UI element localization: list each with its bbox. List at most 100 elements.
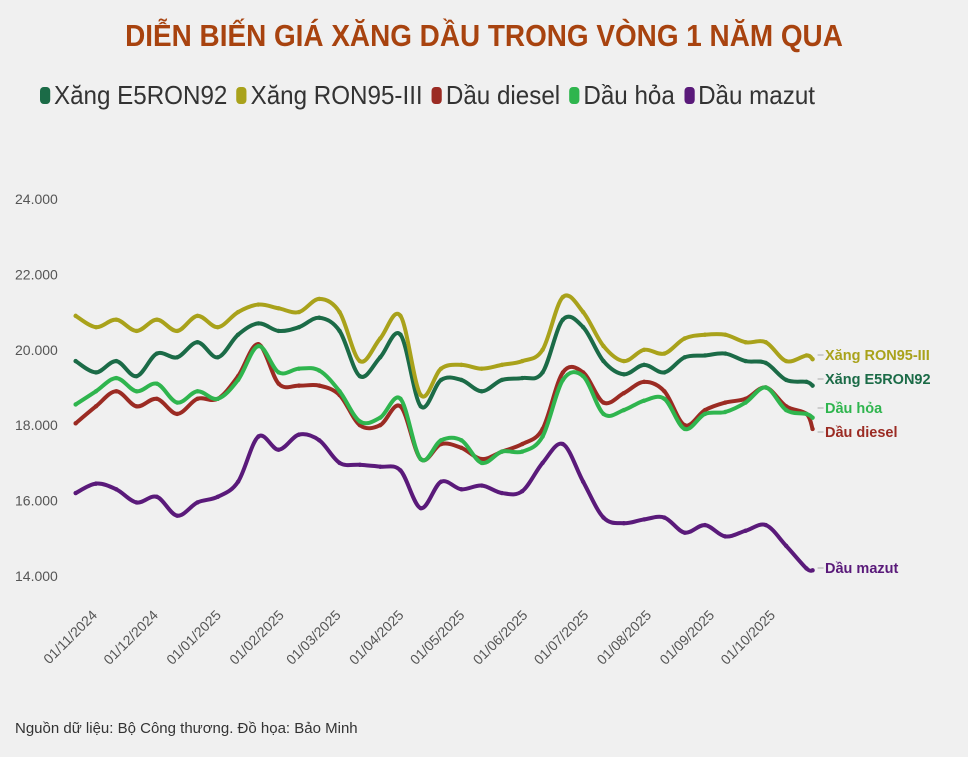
data-point bbox=[256, 343, 261, 349]
data-point bbox=[459, 487, 464, 492]
data-point bbox=[723, 332, 728, 337]
data-point bbox=[438, 479, 444, 484]
chart-legend: Xăng E5RON92 Xăng RON95-III Dầu diesel D… bbox=[40, 80, 815, 111]
data-point bbox=[783, 377, 789, 383]
data-point bbox=[357, 358, 363, 364]
data-point bbox=[296, 324, 302, 330]
data-point bbox=[256, 434, 261, 439]
data-point bbox=[398, 313, 403, 319]
source-note: Nguồn dữ liệu: Bộ Công thương. Đồ họa: B… bbox=[15, 720, 358, 737]
data-point bbox=[763, 340, 769, 345]
legend-item-kerosene: Dầu hỏa bbox=[569, 80, 675, 111]
legend-swatch bbox=[569, 87, 580, 104]
data-point bbox=[438, 366, 444, 371]
series-end-label: Xăng E5RON92 bbox=[825, 372, 931, 388]
data-point bbox=[560, 377, 566, 383]
data-point bbox=[134, 404, 139, 409]
data-point bbox=[601, 411, 606, 417]
data-point bbox=[134, 500, 139, 505]
data-point bbox=[560, 441, 566, 447]
data-point bbox=[723, 400, 728, 405]
data-point bbox=[810, 383, 815, 388]
data-point bbox=[459, 362, 464, 368]
legend-label: Xăng E5RON92 bbox=[53, 80, 228, 110]
data-point bbox=[93, 370, 99, 375]
data-point bbox=[296, 383, 302, 388]
data-point bbox=[154, 381, 160, 386]
data-point bbox=[357, 373, 363, 379]
legend-label: Xăng RON95-III bbox=[250, 80, 423, 110]
data-point bbox=[337, 309, 342, 315]
data-point bbox=[682, 355, 687, 360]
data-point bbox=[195, 500, 200, 505]
data-point bbox=[337, 389, 342, 394]
data-point bbox=[641, 398, 647, 403]
data-point bbox=[662, 351, 667, 356]
x-tick-label: 01/10/2025 bbox=[717, 607, 778, 668]
data-point bbox=[215, 396, 220, 402]
series-line bbox=[73, 432, 815, 573]
data-point bbox=[296, 366, 302, 371]
data-point bbox=[702, 332, 708, 337]
legend-label: Dầu hỏa bbox=[583, 80, 675, 110]
data-point bbox=[641, 517, 647, 522]
y-tick-label: 18.000 bbox=[15, 417, 58, 433]
data-point bbox=[114, 358, 119, 364]
data-point bbox=[479, 366, 484, 371]
data-point bbox=[195, 396, 200, 402]
data-point bbox=[662, 515, 667, 520]
data-point bbox=[73, 490, 78, 496]
data-point bbox=[540, 347, 545, 352]
data-point bbox=[276, 381, 281, 386]
data-point bbox=[398, 332, 403, 337]
data-point bbox=[377, 355, 383, 360]
data-point bbox=[377, 415, 383, 420]
data-point bbox=[810, 357, 815, 362]
data-point bbox=[723, 409, 728, 415]
data-point bbox=[93, 404, 99, 409]
data-point bbox=[804, 411, 809, 417]
data-point bbox=[662, 396, 667, 402]
data-point bbox=[560, 317, 566, 322]
data-point bbox=[763, 385, 769, 390]
legend-swatch bbox=[40, 87, 51, 104]
data-point bbox=[256, 302, 261, 307]
data-point bbox=[520, 441, 525, 447]
legend-item-ron95: Xăng RON95-III bbox=[236, 80, 423, 111]
data-point bbox=[276, 370, 281, 375]
data-point bbox=[235, 377, 241, 383]
data-point bbox=[804, 353, 809, 358]
data-point bbox=[174, 328, 180, 334]
data-point bbox=[499, 377, 505, 383]
data-point bbox=[662, 370, 667, 375]
series-line bbox=[73, 293, 815, 399]
data-point bbox=[580, 324, 586, 330]
data-point bbox=[479, 460, 484, 466]
data-point bbox=[317, 296, 322, 302]
data-point bbox=[810, 568, 815, 573]
legend-item-diesel: Dầu diesel bbox=[431, 80, 560, 111]
data-point bbox=[621, 372, 626, 377]
data-point bbox=[438, 377, 444, 383]
y-tick-label: 22.000 bbox=[15, 266, 58, 282]
data-point bbox=[134, 373, 139, 379]
data-point bbox=[540, 434, 545, 439]
data-point bbox=[459, 377, 464, 383]
y-tick-label: 24.000 bbox=[15, 191, 58, 207]
data-point bbox=[702, 522, 708, 528]
data-point bbox=[702, 407, 708, 413]
legend-swatch bbox=[236, 87, 247, 104]
data-point bbox=[540, 460, 545, 466]
data-point bbox=[377, 336, 383, 341]
data-point bbox=[499, 362, 505, 368]
data-point bbox=[783, 358, 789, 364]
data-point bbox=[195, 313, 200, 319]
x-tick-label: 01/02/2025 bbox=[226, 607, 287, 668]
data-point bbox=[154, 396, 160, 402]
x-tick-label: 01/08/2025 bbox=[593, 607, 654, 668]
data-point bbox=[114, 317, 119, 322]
data-point bbox=[276, 328, 281, 334]
y-tick-label: 14.000 bbox=[15, 568, 58, 584]
data-point bbox=[682, 426, 687, 432]
